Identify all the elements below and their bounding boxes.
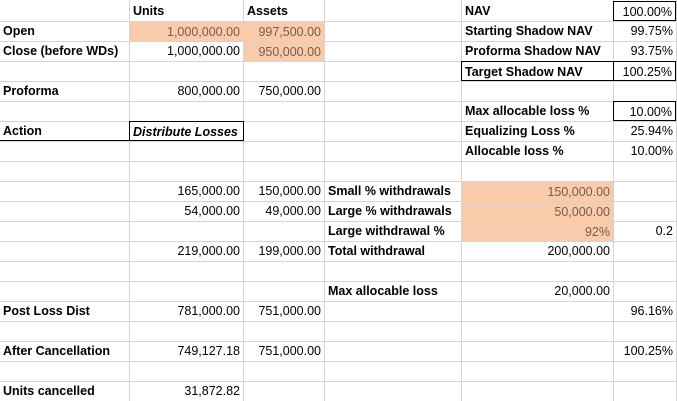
header-nav[interactable]: NAV bbox=[465, 4, 491, 18]
header-assets[interactable]: Assets bbox=[247, 4, 288, 18]
gridline bbox=[324, 0, 325, 401]
label-units-cancelled[interactable]: Units cancelled bbox=[3, 384, 95, 398]
gridline bbox=[0, 141, 677, 142]
max-allocable-loss-pct[interactable]: 10.00% bbox=[613, 101, 676, 121]
gridline bbox=[0, 181, 677, 182]
label-close[interactable]: Close (before WDs) bbox=[3, 44, 119, 58]
label-proforma-shadow-nav[interactable]: Proforma Shadow NAV bbox=[465, 44, 601, 58]
total-wd-assets[interactable]: 199,000.00 bbox=[258, 244, 321, 258]
label-starting-shadow-nav[interactable]: Starting Shadow NAV bbox=[465, 24, 593, 38]
action-value[interactable]: Distribute Losses bbox=[129, 121, 244, 141]
gridline bbox=[0, 261, 677, 262]
total-wd-units[interactable]: 219,000.00 bbox=[177, 244, 240, 258]
equalizing-loss[interactable]: 25.94% bbox=[630, 124, 673, 138]
gridline bbox=[0, 341, 677, 342]
gridline bbox=[0, 81, 677, 82]
label-large-withdrawal-pct[interactable]: Large withdrawal % bbox=[328, 224, 445, 238]
allocable-loss-pct[interactable]: 10.00% bbox=[630, 144, 673, 158]
label-post-loss-dist[interactable]: Post Loss Dist bbox=[3, 304, 90, 318]
gridline bbox=[0, 161, 677, 162]
gridline bbox=[0, 381, 677, 382]
label-proforma[interactable]: Proforma bbox=[3, 84, 59, 98]
after-cancel-pct[interactable]: 100.25% bbox=[623, 344, 673, 358]
after-cancel-assets[interactable]: 751,000.00 bbox=[258, 344, 321, 358]
gridline bbox=[0, 41, 677, 42]
label-allocable-loss-pct[interactable]: Allocable loss % bbox=[465, 144, 564, 158]
gridline bbox=[0, 21, 677, 22]
label-large-withdrawals[interactable]: Large % withdrawals bbox=[328, 204, 452, 218]
large-withdrawal-pct[interactable]: 92% bbox=[462, 222, 613, 241]
label-after-cancellation[interactable]: After Cancellation bbox=[3, 344, 110, 358]
label-open[interactable]: Open bbox=[3, 24, 35, 38]
label-action[interactable]: Action bbox=[0, 121, 130, 141]
label-small-withdrawals[interactable]: Small % withdrawals bbox=[328, 184, 451, 198]
gridline bbox=[0, 361, 677, 362]
small-withdrawals[interactable]: 150,000.00 bbox=[462, 182, 613, 201]
proforma-shadow-nav[interactable]: 93.75% bbox=[630, 44, 673, 58]
large-wd-units[interactable]: 54,000.00 bbox=[184, 204, 240, 218]
proforma-units[interactable]: 800,000.00 bbox=[177, 84, 240, 98]
gridline bbox=[129, 0, 130, 401]
label-total-withdrawal[interactable]: Total withdrawal bbox=[328, 244, 425, 258]
gridline bbox=[0, 101, 677, 102]
gridline bbox=[0, 301, 677, 302]
nav-value[interactable]: 100.00% bbox=[613, 1, 676, 21]
header-units[interactable]: Units bbox=[133, 4, 165, 18]
small-wd-units[interactable]: 165,000.00 bbox=[177, 184, 240, 198]
total-withdrawal[interactable]: 200,000.00 bbox=[547, 244, 610, 258]
gridline bbox=[461, 0, 462, 401]
large-withdrawal-extra[interactable]: 0.2 bbox=[655, 224, 673, 238]
after-cancel-units[interactable]: 749,127.18 bbox=[177, 344, 240, 358]
gridline bbox=[0, 241, 677, 242]
post-loss-pct[interactable]: 96.16% bbox=[630, 304, 673, 318]
gridline bbox=[243, 0, 244, 401]
starting-shadow-nav[interactable]: 99.75% bbox=[630, 24, 673, 38]
post-loss-assets[interactable]: 751,000.00 bbox=[258, 304, 321, 318]
close-units[interactable]: 1,000,000.00 bbox=[167, 44, 240, 58]
target-shadow-nav[interactable]: 100.25% bbox=[613, 61, 676, 81]
small-wd-assets[interactable]: 150,000.00 bbox=[258, 184, 321, 198]
label-target-shadow-nav[interactable]: Target Shadow NAV bbox=[461, 61, 614, 81]
units-cancelled[interactable]: 31,872.82 bbox=[184, 384, 240, 398]
large-withdrawals[interactable]: 50,000.00 bbox=[462, 202, 613, 221]
gridline bbox=[0, 121, 677, 122]
gridline bbox=[613, 0, 614, 401]
large-wd-assets[interactable]: 49,000.00 bbox=[265, 204, 321, 218]
label-equalizing-loss[interactable]: Equalizing Loss % bbox=[465, 124, 575, 138]
gridline bbox=[0, 61, 677, 62]
close-assets[interactable]: 950,000.00 bbox=[244, 42, 324, 61]
gridline bbox=[0, 221, 677, 222]
gridline bbox=[0, 201, 677, 202]
max-allocable-loss[interactable]: 20,000.00 bbox=[554, 284, 610, 298]
proforma-assets[interactable]: 750,000.00 bbox=[258, 84, 321, 98]
open-units[interactable]: 1,000,000.00 bbox=[130, 22, 243, 41]
post-loss-units[interactable]: 781,000.00 bbox=[177, 304, 240, 318]
label-max-allocable-loss-pct[interactable]: Max allocable loss % bbox=[465, 104, 590, 118]
open-assets[interactable]: 997,500.00 bbox=[244, 22, 324, 41]
gridline bbox=[0, 321, 677, 322]
gridline bbox=[0, 281, 677, 282]
label-max-allocable-loss[interactable]: Max allocable loss bbox=[328, 284, 438, 298]
